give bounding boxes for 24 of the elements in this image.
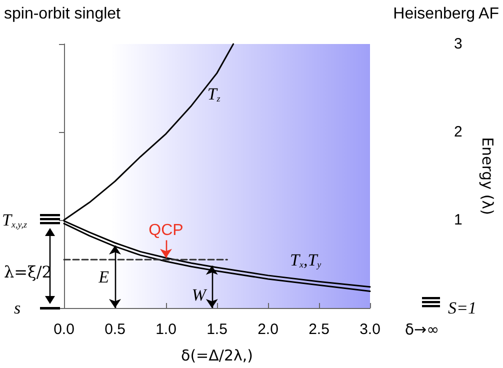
x-tick-label: 0.5 [104,321,126,338]
y-axis-title: Energy (λ) [478,137,496,215]
x-tick-label: 0.0 [54,321,74,338]
x-tick-label: 3.0 [360,321,380,338]
text: δ→∞ [404,320,440,338]
text: λ=ξ/2 [4,262,52,282]
text: Heisenberg AF [393,6,500,22]
x-axis-title: δ(=Δ/2λ,) [181,346,253,364]
x-tick-label: 1.0 [156,321,176,338]
y-tick-label: 3 [454,36,462,52]
text: Tx,y,z [2,210,28,230]
y-tick-label: 2 [454,124,462,140]
x-tick-label: 2.0 [258,321,278,338]
text: s [14,298,21,318]
annotation: W [192,285,208,304]
text: S=1 [448,298,476,318]
annotation: E [98,267,110,286]
x-tick-label: 2.5 [308,321,330,338]
annotation: Tx,Ty [290,250,322,270]
y-tick-label: 1 [454,212,462,228]
annotation: Tz [207,84,221,104]
x-tick-label: 1.5 [206,321,228,338]
annotation: QCP [148,222,184,239]
text: spin-orbit singlet [4,6,122,22]
